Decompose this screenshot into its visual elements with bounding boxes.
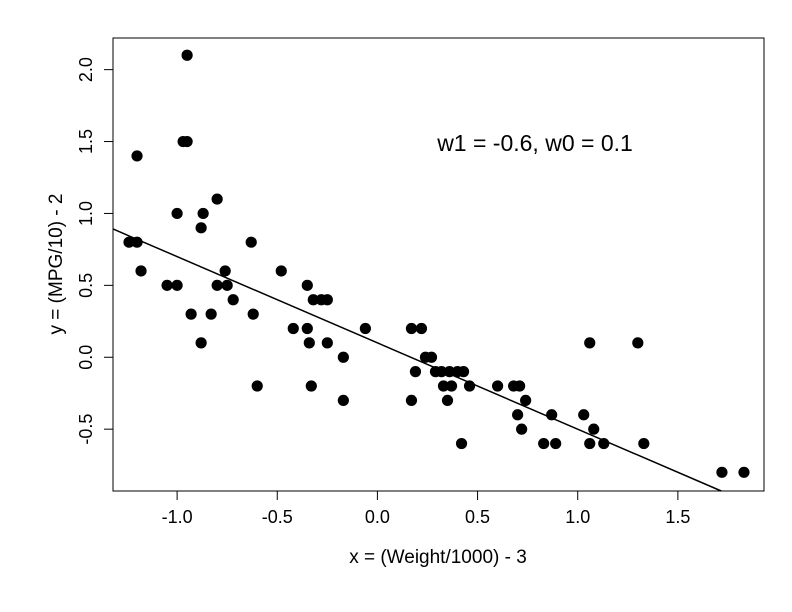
data-point bbox=[457, 366, 470, 378]
y-tick-label: 0.5 bbox=[76, 273, 96, 298]
data-point bbox=[538, 437, 550, 450]
data-point bbox=[211, 193, 223, 205]
data-point bbox=[171, 279, 183, 291]
data-point bbox=[598, 437, 610, 450]
y-tick-label: 1.0 bbox=[76, 201, 96, 226]
data-point bbox=[171, 207, 183, 220]
data-point bbox=[405, 322, 418, 335]
data-point bbox=[409, 366, 422, 378]
x-tick-label: 1.0 bbox=[565, 507, 590, 527]
data-point bbox=[632, 337, 644, 349]
data-point bbox=[247, 308, 259, 320]
data-point bbox=[195, 337, 207, 349]
data-point bbox=[301, 322, 313, 335]
data-point bbox=[275, 265, 287, 277]
x-axis-title: x = (Weight/1000) - 3 bbox=[349, 547, 527, 568]
data-point bbox=[301, 279, 313, 291]
data-point bbox=[307, 294, 319, 306]
data-point bbox=[131, 236, 143, 248]
data-point bbox=[251, 380, 263, 392]
data-point bbox=[441, 394, 454, 406]
data-point bbox=[425, 351, 438, 363]
data-points bbox=[123, 49, 750, 478]
data-point bbox=[588, 423, 600, 435]
data-point bbox=[321, 337, 333, 349]
y-axis-title: y = (MPG/10) - 2 bbox=[46, 194, 67, 335]
data-point bbox=[405, 394, 418, 406]
data-point bbox=[546, 409, 558, 421]
data-point bbox=[359, 322, 371, 335]
data-point bbox=[516, 423, 528, 435]
data-point bbox=[305, 380, 317, 392]
data-point bbox=[520, 394, 532, 406]
y-axis: -0.5 0.0 0.5 1.0 1.5 2.0 bbox=[76, 57, 113, 445]
weights-annotation: w1 = -0.6, w0 = 0.1 bbox=[436, 130, 633, 156]
data-point bbox=[227, 294, 239, 306]
data-point bbox=[491, 380, 504, 392]
regression-line bbox=[112, 228, 722, 492]
data-point bbox=[211, 279, 223, 291]
data-point bbox=[181, 135, 193, 148]
data-point bbox=[219, 265, 231, 277]
data-point bbox=[303, 337, 315, 349]
data-point bbox=[245, 236, 257, 248]
data-point bbox=[638, 437, 650, 450]
data-point bbox=[123, 236, 135, 248]
data-point bbox=[716, 466, 728, 478]
x-tick-label: 0.0 bbox=[365, 507, 390, 527]
data-point bbox=[415, 322, 428, 335]
data-point bbox=[197, 207, 209, 220]
data-point bbox=[337, 351, 349, 363]
data-point bbox=[437, 380, 450, 392]
data-point bbox=[550, 437, 562, 450]
data-point bbox=[287, 322, 299, 335]
plot-frame bbox=[112, 37, 765, 492]
data-point bbox=[738, 466, 750, 478]
y-tick-label: 1.5 bbox=[76, 129, 96, 154]
data-point bbox=[195, 222, 207, 234]
y-tick-label: -0.5 bbox=[76, 414, 96, 445]
data-point bbox=[337, 394, 349, 406]
y-tick-label: 2.0 bbox=[76, 57, 96, 82]
data-point bbox=[445, 380, 458, 392]
y-tick-label: 0.0 bbox=[76, 345, 96, 370]
data-point bbox=[455, 437, 468, 450]
data-point bbox=[512, 409, 524, 421]
x-tick-label: -0.5 bbox=[262, 507, 293, 527]
data-point bbox=[584, 337, 596, 349]
x-axis: -1.0 -0.5 0.0 0.5 1.0 1.5 bbox=[162, 491, 690, 527]
data-point bbox=[514, 380, 526, 392]
x-tick-label: -1.0 bbox=[162, 507, 193, 527]
data-point bbox=[131, 150, 143, 162]
data-point bbox=[185, 308, 197, 320]
data-point bbox=[578, 409, 590, 421]
data-point bbox=[205, 308, 217, 320]
x-tick-label: 1.5 bbox=[665, 507, 690, 527]
data-point bbox=[584, 437, 596, 450]
x-tick-label: 0.5 bbox=[465, 507, 490, 527]
data-point bbox=[221, 279, 233, 291]
data-point bbox=[321, 294, 333, 306]
data-point bbox=[161, 279, 173, 291]
data-point bbox=[135, 265, 147, 277]
data-point bbox=[181, 49, 193, 61]
